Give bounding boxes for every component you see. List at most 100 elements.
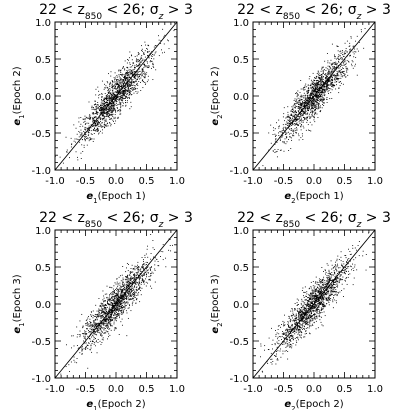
data-point <box>313 100 315 102</box>
data-point <box>308 104 310 106</box>
data-point <box>339 58 341 60</box>
data-point <box>79 141 81 143</box>
data-point <box>133 277 135 279</box>
data-point <box>330 260 332 262</box>
data-point <box>125 283 127 285</box>
data-point <box>73 124 75 126</box>
data-point <box>281 132 283 134</box>
data-point <box>270 124 272 126</box>
data-point <box>154 268 156 270</box>
data-point <box>113 301 115 303</box>
y-tick-label: -0.5 <box>229 129 249 140</box>
data-point <box>285 117 287 119</box>
data-point <box>106 112 108 114</box>
data-point <box>99 125 101 127</box>
data-point <box>331 97 333 99</box>
data-point <box>301 103 303 105</box>
data-point <box>119 88 121 90</box>
data-point <box>113 106 115 108</box>
data-point <box>65 344 67 346</box>
data-point <box>304 104 306 106</box>
data-point <box>345 50 347 52</box>
data-point <box>113 314 114 316</box>
data-point <box>121 291 123 293</box>
data-point <box>116 99 118 101</box>
x-tick-label: 0.0 <box>108 384 124 395</box>
data-point <box>94 122 96 124</box>
data-point <box>110 93 112 95</box>
data-point <box>92 140 94 142</box>
data-point <box>297 304 298 306</box>
data-point <box>137 53 139 55</box>
data-point <box>317 79 319 81</box>
data-point <box>314 301 315 303</box>
data-point <box>323 91 325 93</box>
data-point <box>347 69 349 71</box>
data-point <box>104 318 106 320</box>
data-point <box>117 309 119 311</box>
data-point <box>297 118 299 120</box>
data-point <box>312 107 314 109</box>
data-point <box>135 292 137 294</box>
data-point <box>147 272 149 274</box>
data-point <box>294 128 296 130</box>
data-point <box>118 305 120 307</box>
data-point <box>94 322 96 324</box>
data-point <box>103 321 105 323</box>
data-point <box>99 117 101 119</box>
data-point <box>124 98 126 99</box>
data-point <box>311 93 313 95</box>
data-point <box>301 103 303 105</box>
data-point <box>299 106 301 108</box>
data-point <box>312 86 314 87</box>
data-point <box>106 304 107 306</box>
data-point <box>304 102 306 104</box>
data-point <box>111 84 113 86</box>
data-point <box>112 303 114 304</box>
data-point <box>343 72 345 74</box>
data-point <box>320 74 322 76</box>
data-point <box>101 309 103 311</box>
data-point <box>115 110 116 112</box>
data-point <box>315 77 317 79</box>
data-point <box>104 320 106 322</box>
data-point <box>293 129 295 131</box>
data-point <box>129 275 131 276</box>
reference-line <box>252 21 376 171</box>
data-point <box>132 62 134 64</box>
data-point <box>91 108 93 110</box>
data-point <box>317 100 319 101</box>
data-point <box>318 287 320 289</box>
data-point <box>329 84 331 86</box>
data-point <box>116 90 118 92</box>
data-point <box>109 299 111 301</box>
data-point <box>103 98 105 100</box>
data-point <box>141 80 143 82</box>
data-point <box>137 264 138 266</box>
data-point <box>337 280 339 282</box>
data-point <box>132 278 134 280</box>
data-point <box>103 306 105 307</box>
data-point <box>326 102 328 103</box>
data-point <box>120 73 121 75</box>
x-tick-label: 1.0 <box>169 176 185 187</box>
data-point <box>102 113 104 115</box>
data-point <box>109 321 111 323</box>
data-point <box>145 272 147 273</box>
data-point <box>131 276 133 278</box>
data-point <box>111 311 113 313</box>
data-point <box>311 81 313 83</box>
data-point <box>305 102 307 104</box>
data-point <box>104 312 106 314</box>
data-point <box>111 317 113 319</box>
data-point <box>112 308 114 310</box>
data-point <box>81 132 83 134</box>
data-point <box>286 127 288 129</box>
data-point <box>312 88 314 90</box>
data-point <box>262 165 264 167</box>
data-point <box>121 289 123 291</box>
data-point <box>111 98 112 100</box>
data-point <box>110 98 112 100</box>
data-point <box>326 84 328 86</box>
data-point <box>344 53 346 55</box>
